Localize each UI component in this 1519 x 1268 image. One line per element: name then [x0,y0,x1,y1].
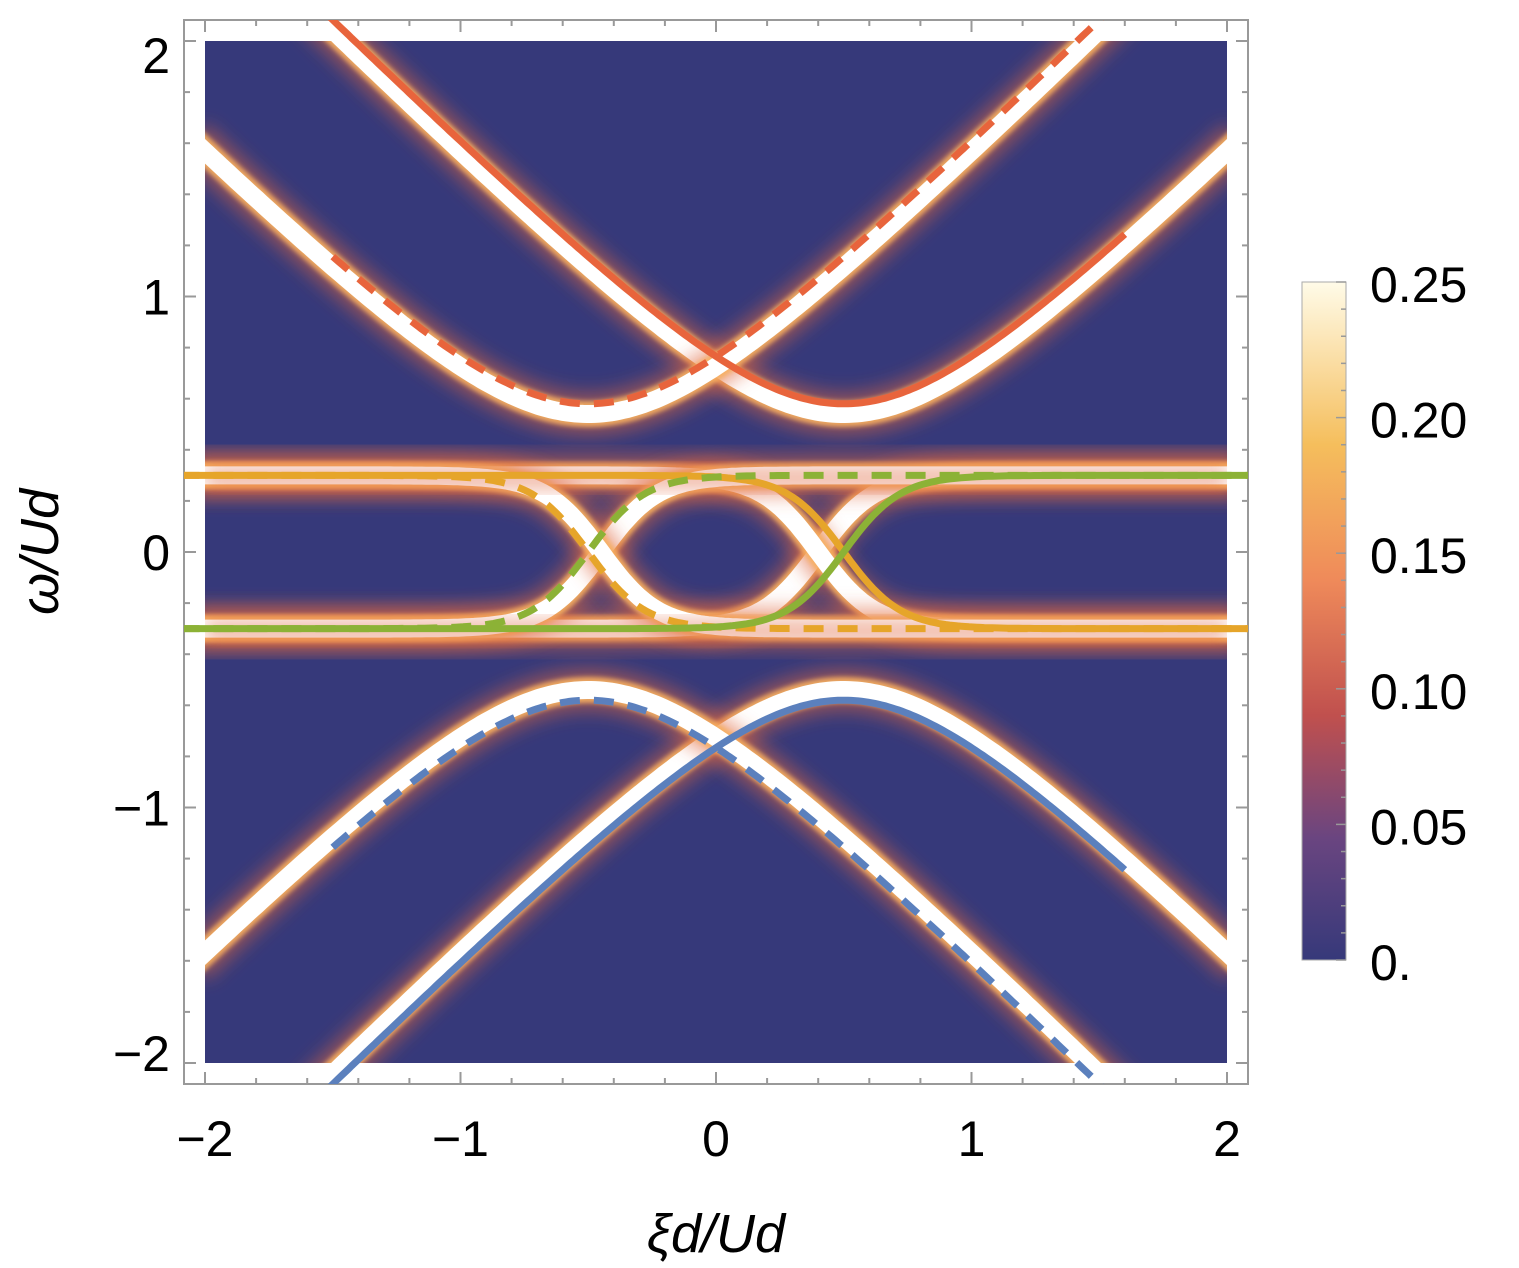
density-background [205,41,1227,1063]
x-axis-label: ξd/Ud [647,1204,787,1264]
colorbar-tick-label: 0.20 [1370,393,1467,449]
series-orange-solid [327,20,1128,408]
series-blue-solid [327,696,1128,1084]
colorbar-tick-label: 0.25 [1370,257,1467,313]
y-tick-labels: −2 −1 0 1 2 [113,28,170,1082]
colorbar-tick-label: 0.15 [1370,528,1467,584]
y-tick-label: 2 [142,28,170,84]
y-axis-label: ω/Ud [10,487,70,615]
colorbar-tick-label: 0.05 [1370,799,1467,855]
colorbar-ticks: 0. 0.05 0.10 0.15 0.20 0.25 [1336,257,1467,991]
y-tick-label: 1 [142,270,170,326]
y-tick-label: 0 [142,525,170,581]
x-tick-label: −1 [432,1111,489,1167]
series-green-dashed [184,471,1248,633]
y-tick-label: −2 [113,1026,170,1082]
colorbar-tick-label: 0. [1370,935,1412,991]
x-tick-label: 2 [1213,1111,1241,1167]
colorbar-tick-label: 0.10 [1370,664,1467,720]
x-tick-labels: −2 −1 0 1 2 [176,1111,1240,1167]
x-tick-label: 1 [958,1111,986,1167]
colorbar [1301,281,1347,961]
lower-right-peak [205,681,1101,1063]
axis-ticks [184,20,1248,1084]
y-tick-label: −1 [113,781,170,837]
upper-right-peak [205,41,1101,423]
band-curves [184,20,1248,1084]
x-tick-label: 0 [702,1111,730,1167]
x-tick-label: −2 [176,1111,233,1167]
